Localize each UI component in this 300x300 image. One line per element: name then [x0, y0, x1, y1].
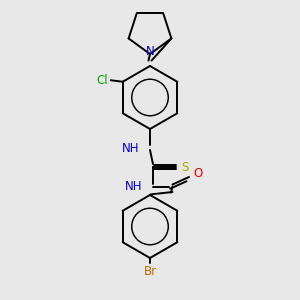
Text: N: N [146, 46, 154, 59]
Text: Cl: Cl [96, 74, 108, 87]
Text: O: O [194, 167, 203, 180]
Text: NH: NH [122, 142, 140, 155]
Text: Br: Br [143, 265, 157, 278]
Text: NH: NH [125, 180, 142, 193]
Text: S: S [182, 160, 189, 174]
